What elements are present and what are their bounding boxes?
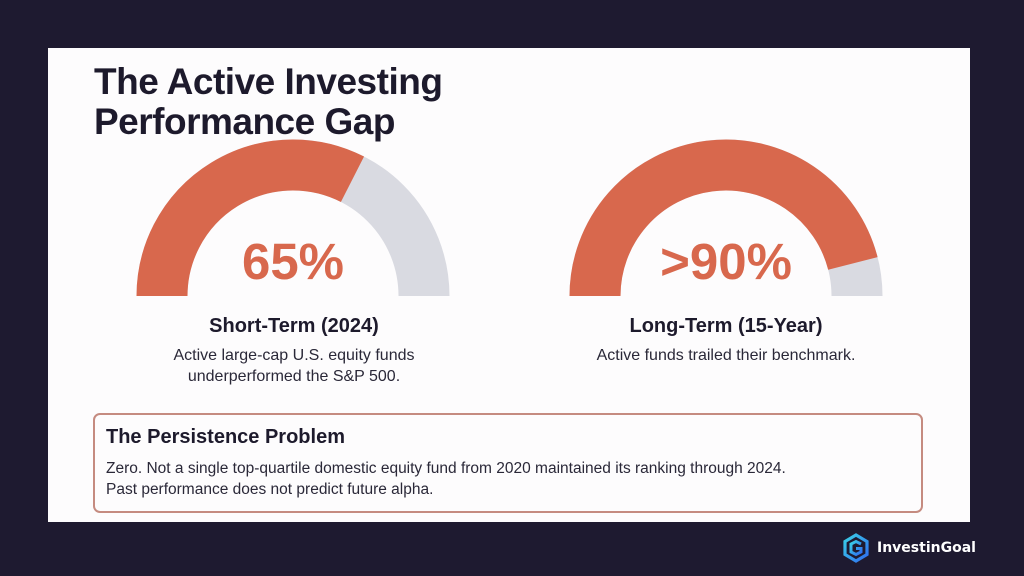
gauge-desc-short-term: Active large-cap U.S. equity funds under…: [124, 345, 464, 387]
gauge-label-short-term: Short-Term (2024): [209, 315, 379, 337]
title-line-2: Performance Gap: [94, 101, 395, 142]
infographic-card: The Active Investing Performance Gap 65%…: [48, 48, 970, 522]
persistence-box: The Persistence Problem Zero. Not a sing…: [93, 413, 923, 513]
persistence-title: The Persistence Problem: [106, 426, 345, 448]
brand-logo: InvestinGoal: [841, 533, 976, 563]
gauge-value-short-term: 65%: [241, 233, 345, 290]
title-line-1: The Active Investing: [94, 61, 443, 102]
gauge-long-term: [569, 139, 883, 297]
brand-name: InvestinGoal: [877, 540, 976, 556]
gauge-label-long-term: Long-Term (15-Year): [629, 315, 823, 337]
desc-line: underperformed the S&P 500.: [187, 368, 401, 385]
gauge-desc-long-term: Active funds trailed their benchmark.: [596, 347, 856, 364]
gauge-fill: [136, 139, 365, 297]
persistence-line-1: Zero. Not a single top-quartile domestic…: [106, 460, 786, 477]
gauge-fill: [569, 139, 878, 297]
gauge-charts: [136, 139, 883, 297]
gauge-short-term: [136, 139, 450, 297]
persistence-line-2: Past performance does not predict future…: [106, 481, 434, 498]
gauge-value-long-term: >90%: [660, 233, 792, 290]
persistence-body: Zero. Not a single top-quartile domestic…: [106, 458, 906, 500]
page-title: The Active Investing Performance Gap: [94, 61, 443, 142]
investingoal-logo-icon: [843, 533, 869, 563]
desc-line: Active large-cap U.S. equity funds: [173, 347, 415, 364]
